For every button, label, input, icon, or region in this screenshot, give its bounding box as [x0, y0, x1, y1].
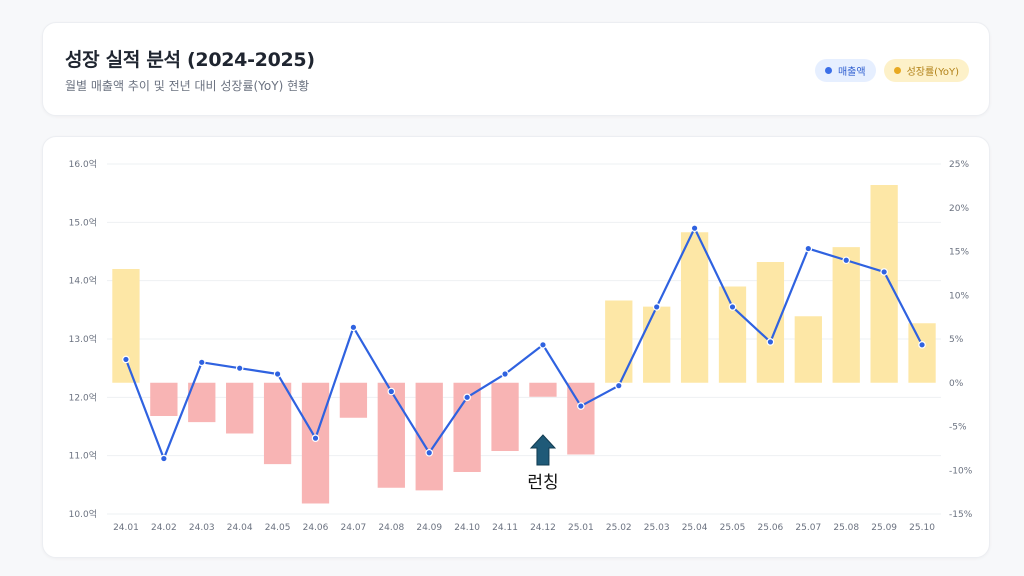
revenue-point — [273, 370, 282, 378]
revenue-point — [501, 370, 509, 378]
x-tick-label: 24.09 — [416, 523, 442, 533]
page-subtitle: 월별 매출액 추이 및 전년 대비 성장률(YoY) 현황 — [65, 79, 310, 93]
yoy-bar — [832, 247, 860, 383]
x-tick-label: 24.07 — [341, 523, 367, 533]
y-left-tick-label: 11.0억 — [69, 450, 97, 462]
yoy-bar — [301, 382, 330, 504]
revenue-point — [766, 338, 775, 346]
x-tick-label: 24.08 — [378, 523, 404, 533]
x-tick-label: 24.01 — [113, 523, 139, 533]
x-tick-label: 25.01 — [568, 523, 594, 533]
revenue-point — [690, 224, 699, 232]
x-tick-label: 24.06 — [303, 523, 329, 533]
revenue-point — [652, 303, 661, 311]
x-tick-label: 24.04 — [227, 523, 253, 533]
y-left-tick-label: 14.0억 — [69, 275, 97, 287]
x-tick-label: 24.12 — [530, 523, 556, 533]
x-tick-label: 25.07 — [795, 523, 821, 533]
y-left-tick-label: 15.0억 — [69, 216, 97, 228]
legend-label-revenue: 매출액 — [837, 67, 866, 78]
x-tick-label: 25.05 — [720, 523, 746, 533]
revenue-point — [880, 268, 888, 276]
yoy-bar — [339, 382, 368, 418]
arrow-up-icon — [529, 434, 557, 466]
chart-card: 10.0억 11.0억 12.0억 13.0억 14.0억 15.0억 16.0억 -15% -… — [42, 136, 990, 558]
y-right-tick-label: 20% — [949, 204, 969, 214]
yoy-bar — [188, 382, 216, 423]
x-tick-label: 25.10 — [909, 523, 935, 533]
revenue-point — [387, 387, 396, 396]
yoy-bar — [870, 185, 898, 383]
revenue-point — [728, 303, 737, 311]
revenue-point — [235, 364, 244, 372]
revenue-point — [349, 323, 358, 332]
x-tick-label: 25.03 — [644, 523, 670, 533]
revenue-point — [539, 341, 547, 349]
legend-item-yoy[interactable]: 성장률(YoY) — [883, 59, 969, 82]
yoy-bar — [112, 269, 140, 383]
y-left-tick-label: 16.0억 — [69, 158, 97, 170]
revenue-point — [463, 393, 471, 402]
y-right-tick-label: 25% — [949, 160, 969, 170]
yoy-bar — [567, 382, 595, 455]
y-right-tick-label: -10% — [949, 466, 973, 476]
revenue-point — [311, 434, 320, 442]
y-right-tick-label: 15% — [949, 248, 969, 258]
combo-chart: 10.0억 11.0억 12.0억 13.0억 14.0억 15.0억 16.0억 -15% -… — [69, 158, 973, 533]
x-tick-label: 24.02 — [151, 523, 177, 533]
x-tick-label: 25.06 — [758, 523, 784, 533]
x-tick-label: 25.09 — [871, 523, 897, 533]
x-tick-label: 24.11 — [492, 523, 518, 533]
y-left-tick-label: 12.0억 — [69, 391, 97, 403]
annotation-label: 런칭 — [527, 473, 558, 493]
revenue-point — [918, 341, 926, 349]
yoy-bars — [112, 185, 936, 504]
yoy-bar — [377, 382, 405, 488]
revenue-point — [804, 244, 813, 253]
revenue-point — [614, 381, 623, 390]
page-title: 성장 실적 분석 (2024-2025) — [65, 49, 315, 71]
x-tick-label: 25.02 — [606, 523, 632, 533]
x-tick-label: 25.08 — [833, 523, 859, 533]
revenue-point — [122, 355, 130, 364]
yoy-bar — [718, 286, 747, 383]
yoy-bar — [529, 382, 557, 397]
yoy-bar — [643, 306, 671, 383]
annotation-layer: 런칭 — [527, 434, 559, 493]
x-tick-label: 24.10 — [454, 523, 480, 533]
x-tick-label: 25.04 — [682, 523, 708, 533]
revenue-point — [160, 454, 168, 463]
y-right-tick-label: -15% — [949, 510, 973, 520]
y-right-tick-label: 0% — [949, 379, 964, 389]
x-tick-label: 24.03 — [189, 523, 215, 533]
revenue-line — [124, 227, 924, 460]
yoy-bar — [908, 323, 936, 383]
yoy-bar — [680, 232, 709, 383]
y-left-tick-label: 10.0억 — [69, 508, 97, 520]
yoy-bar — [794, 316, 822, 383]
legend-label-yoy: 성장률(YoY) — [906, 67, 959, 78]
legend-item-revenue[interactable]: 매출액 — [814, 59, 876, 82]
yoy-bar — [150, 382, 178, 416]
y-right-tick-label: 10% — [949, 291, 969, 301]
revenue-point — [842, 256, 851, 265]
y-right-tick-label: 5% — [949, 335, 964, 345]
header-card: 성장 실적 분석 (2024-2025) 월별 매출액 추이 및 전년 대비 성… — [42, 22, 990, 116]
yoy-bar — [263, 382, 292, 465]
y-left-tick-label: 13.0억 — [69, 333, 97, 345]
revenue-point — [197, 358, 206, 367]
y-right-tick-label: -5% — [949, 423, 967, 433]
revenue-dot-icon — [824, 67, 832, 74]
x-tick-label: 24.05 — [265, 523, 291, 533]
yoy-bar — [491, 382, 519, 451]
yoy-dot-icon — [893, 67, 901, 74]
revenue-point — [425, 448, 434, 457]
revenue-point — [577, 402, 585, 410]
yoy-bar — [756, 262, 785, 383]
revenue-line-layer — [122, 224, 926, 463]
axis-layer: 10.0억 11.0억 12.0억 13.0억 14.0억 15.0억 16.0억 -15% -… — [69, 158, 973, 533]
legend: 매출액 성장률(YoY) — [814, 59, 969, 82]
yoy-bar — [226, 382, 254, 434]
yoy-bar — [605, 300, 633, 383]
